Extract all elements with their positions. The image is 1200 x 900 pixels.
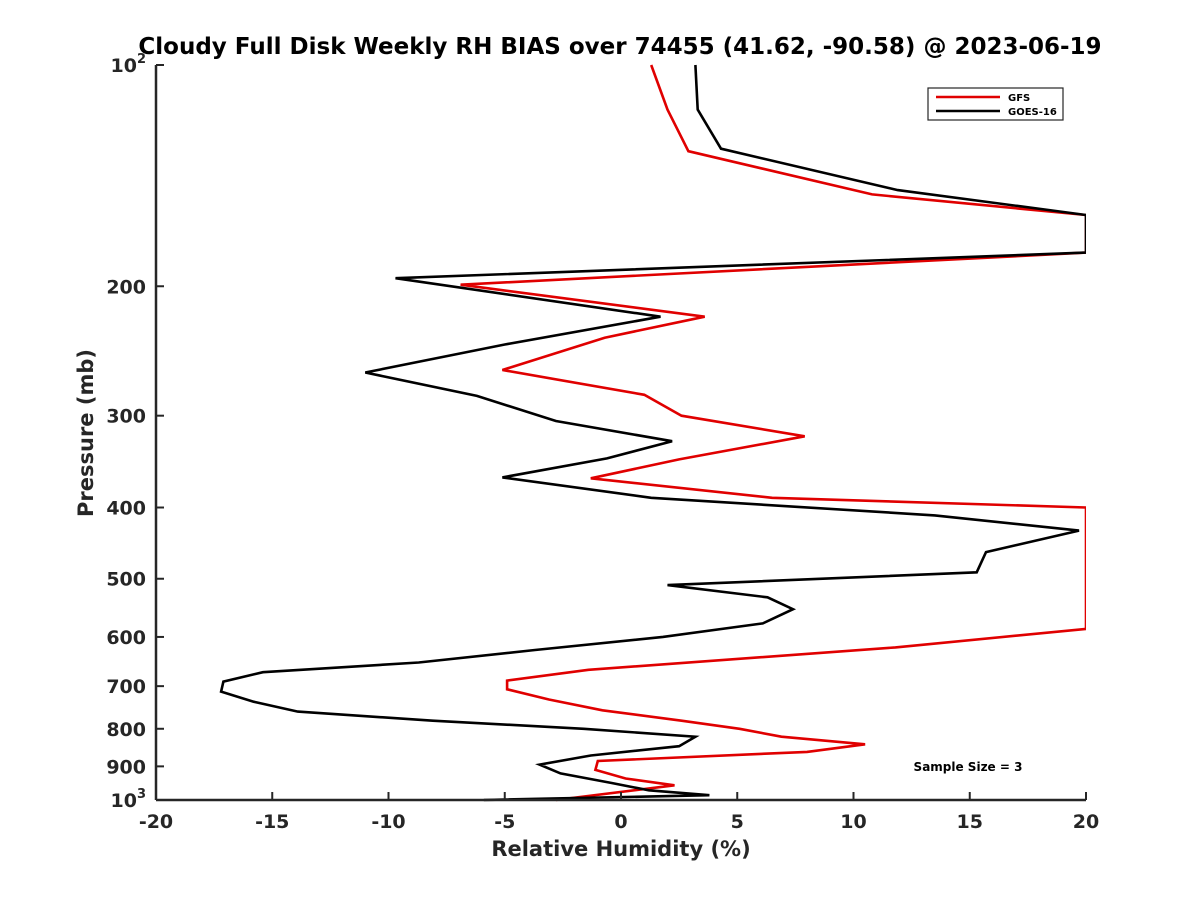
x-tick-label: -20 — [139, 811, 173, 833]
x-tick-label: 15 — [957, 811, 983, 833]
plot-area: -20 -15 -10 -5 0 5 10 15 20 102 200 300 400 500 600 700… — [106, 52, 1099, 833]
x-tick-label: 0 — [614, 811, 627, 833]
y-tick-label: 700 — [106, 676, 146, 698]
y-axis-label: Pressure (mb) — [74, 349, 98, 517]
y-tick-label: 800 — [106, 719, 146, 741]
series-layer — [219, 64, 1086, 802]
y-tick-label: 103 — [111, 787, 147, 812]
legend-label-goes16: GOES-16 — [1008, 107, 1057, 118]
legend-box — [927, 87, 1064, 121]
chart-title: Cloudy Full Disk Weekly RH BIAS over 744… — [138, 34, 1101, 60]
y-tick-label: 300 — [106, 406, 146, 428]
y-tick-label: 102 — [111, 52, 147, 77]
legend-label-gfs: GFS — [1008, 93, 1030, 104]
series-line-goes16 — [219, 64, 1086, 802]
y-tick-label: 400 — [106, 498, 146, 520]
x-tick-label: -15 — [255, 811, 289, 833]
sample-size-annotation: Sample Size = 3 — [914, 760, 1023, 774]
x-axis-label: Relative Humidity (%) — [491, 837, 750, 861]
y-tick-label: 500 — [106, 569, 146, 591]
x-tick-label: -5 — [494, 811, 515, 833]
x-tick-label: 10 — [840, 811, 866, 833]
x-tick-label: 20 — [1073, 811, 1099, 833]
legend: GFS GOES-16 — [927, 87, 1064, 121]
x-tick-label: -10 — [371, 811, 405, 833]
series-line-gfs — [460, 64, 1086, 802]
y-tick-label: 600 — [106, 627, 146, 649]
tick-layer: -20 -15 -10 -5 0 5 10 15 20 102 200 300 400 500 600 700… — [106, 52, 1099, 833]
y-tick-label: 200 — [106, 276, 146, 298]
x-tick-label: 5 — [731, 811, 744, 833]
y-tick-label: 900 — [106, 756, 146, 778]
